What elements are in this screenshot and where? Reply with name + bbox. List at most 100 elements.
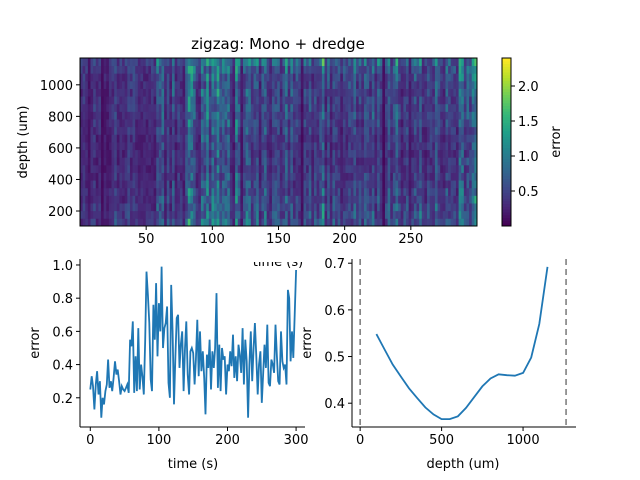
- heatmap-cell: [324, 126, 328, 135]
- heatmap-cell: [387, 73, 391, 82]
- heatmap-cell: [266, 187, 270, 196]
- heatmap-cell: [143, 65, 147, 74]
- heatmap-cell: [172, 172, 176, 181]
- heatmap-cell: [114, 58, 118, 67]
- heatmap-cell: [332, 88, 336, 97]
- heatmap-cell: [466, 103, 470, 112]
- heatmap-cell: [277, 119, 281, 128]
- heatmap-cell: [395, 180, 399, 189]
- heatmap-cell: [469, 142, 473, 151]
- heatmap-cell: [187, 218, 191, 227]
- heatmap-cell: [408, 195, 412, 204]
- heatmap-cell: [366, 210, 370, 219]
- heatmap-cell: [148, 172, 152, 181]
- heatmap-cell: [211, 149, 215, 158]
- heatmap-cell: [358, 142, 362, 151]
- heatmap-cell: [466, 58, 470, 67]
- heatmap-cell: [106, 134, 110, 143]
- heatmap-cell: [434, 103, 438, 112]
- heatmap-cell: [198, 164, 202, 173]
- heatmap-cell: [292, 126, 296, 135]
- heatmap-cell: [240, 157, 244, 166]
- heatmap-cell: [395, 73, 399, 82]
- heatmap-cell: [211, 134, 215, 143]
- heatmap-cell: [432, 172, 436, 181]
- heatmap-cell: [458, 157, 462, 166]
- heatmap-cell: [437, 96, 441, 105]
- heatmap-cell: [379, 187, 383, 196]
- heatmap-cell: [308, 73, 312, 82]
- heatmap-cell: [413, 218, 417, 227]
- heatmap-cell: [245, 149, 249, 158]
- heatmap-cell: [400, 88, 404, 97]
- heatmap-cell: [277, 126, 281, 135]
- heatmap-cell: [316, 111, 320, 120]
- heatmap-cell: [419, 157, 423, 166]
- heatmap-cell: [356, 187, 360, 196]
- heatmap-cell: [150, 96, 155, 105]
- heatmap-cell: [321, 73, 325, 82]
- heatmap-cell: [182, 180, 186, 189]
- heatmap-cell: [366, 80, 370, 89]
- heatmap-cell: [258, 210, 262, 219]
- heatmap-cell: [85, 195, 89, 204]
- heatmap-cell: [182, 88, 186, 97]
- heatmap-cell: [148, 149, 152, 158]
- heatmap-cell: [319, 180, 323, 189]
- heatmap-cell: [101, 73, 105, 82]
- heatmap-cell: [348, 210, 352, 219]
- heatmap-cell: [250, 73, 254, 82]
- heatmap-cell: [129, 157, 133, 166]
- heatmap-cell: [413, 134, 417, 143]
- heatmap-cell: [356, 210, 360, 219]
- heatmap-cell: [179, 164, 183, 173]
- heatmap-cell: [145, 157, 149, 166]
- heatmap-cell: [335, 134, 339, 143]
- heatmap-cell: [156, 157, 160, 166]
- heatmap-cell: [116, 172, 120, 181]
- heatmap-cell: [474, 111, 478, 120]
- heatmap-cell: [216, 88, 220, 97]
- heatmap-cell: [400, 187, 404, 196]
- heatmap-cell: [221, 203, 225, 212]
- heatmap-cell: [274, 187, 278, 196]
- heatmap-cell: [398, 180, 402, 189]
- heatmap-cell: [98, 149, 102, 158]
- heatmap-cell: [82, 149, 86, 158]
- heatmap-cell: [80, 134, 84, 143]
- heatmap-cell: [300, 142, 304, 151]
- heatmap-cell: [206, 142, 210, 151]
- heatmap-cell: [216, 126, 220, 135]
- heatmap-cell: [442, 172, 446, 181]
- heatmap-cell: [313, 103, 318, 112]
- heatmap-cell: [237, 203, 241, 212]
- heatmap-cell: [266, 103, 270, 112]
- heatmap-cell: [453, 164, 457, 173]
- heatmap-cell: [400, 149, 404, 158]
- heatmap-cell: [145, 164, 149, 173]
- heatmap-cell: [240, 96, 244, 105]
- heatmap-cell: [232, 96, 236, 105]
- heatmap-cell: [442, 218, 446, 227]
- heatmap-cell: [169, 58, 173, 67]
- heatmap-cell: [290, 142, 294, 151]
- heatmap-cell: [292, 149, 296, 158]
- heatmap-cell: [269, 187, 273, 196]
- heatmap-cell: [369, 126, 373, 135]
- heatmap-cell: [319, 111, 323, 120]
- heatmap-cell: [150, 142, 155, 151]
- colorbar-segment: [502, 133, 511, 137]
- heatmap-cell: [350, 210, 354, 219]
- heatmap-cell: [208, 187, 212, 196]
- colorbar-segment: [502, 58, 511, 62]
- heatmap-cell: [384, 157, 389, 166]
- heatmap-cell: [116, 134, 120, 143]
- heatmap-cell: [132, 111, 136, 120]
- heatmap-cell: [237, 157, 241, 166]
- heatmap-cell: [335, 111, 339, 120]
- heatmap-cell: [413, 65, 417, 74]
- heatmap-cell: [369, 157, 373, 166]
- heatmap-cell: [427, 180, 431, 189]
- heatmap-cell: [271, 126, 275, 135]
- heatmap-cell: [229, 126, 233, 135]
